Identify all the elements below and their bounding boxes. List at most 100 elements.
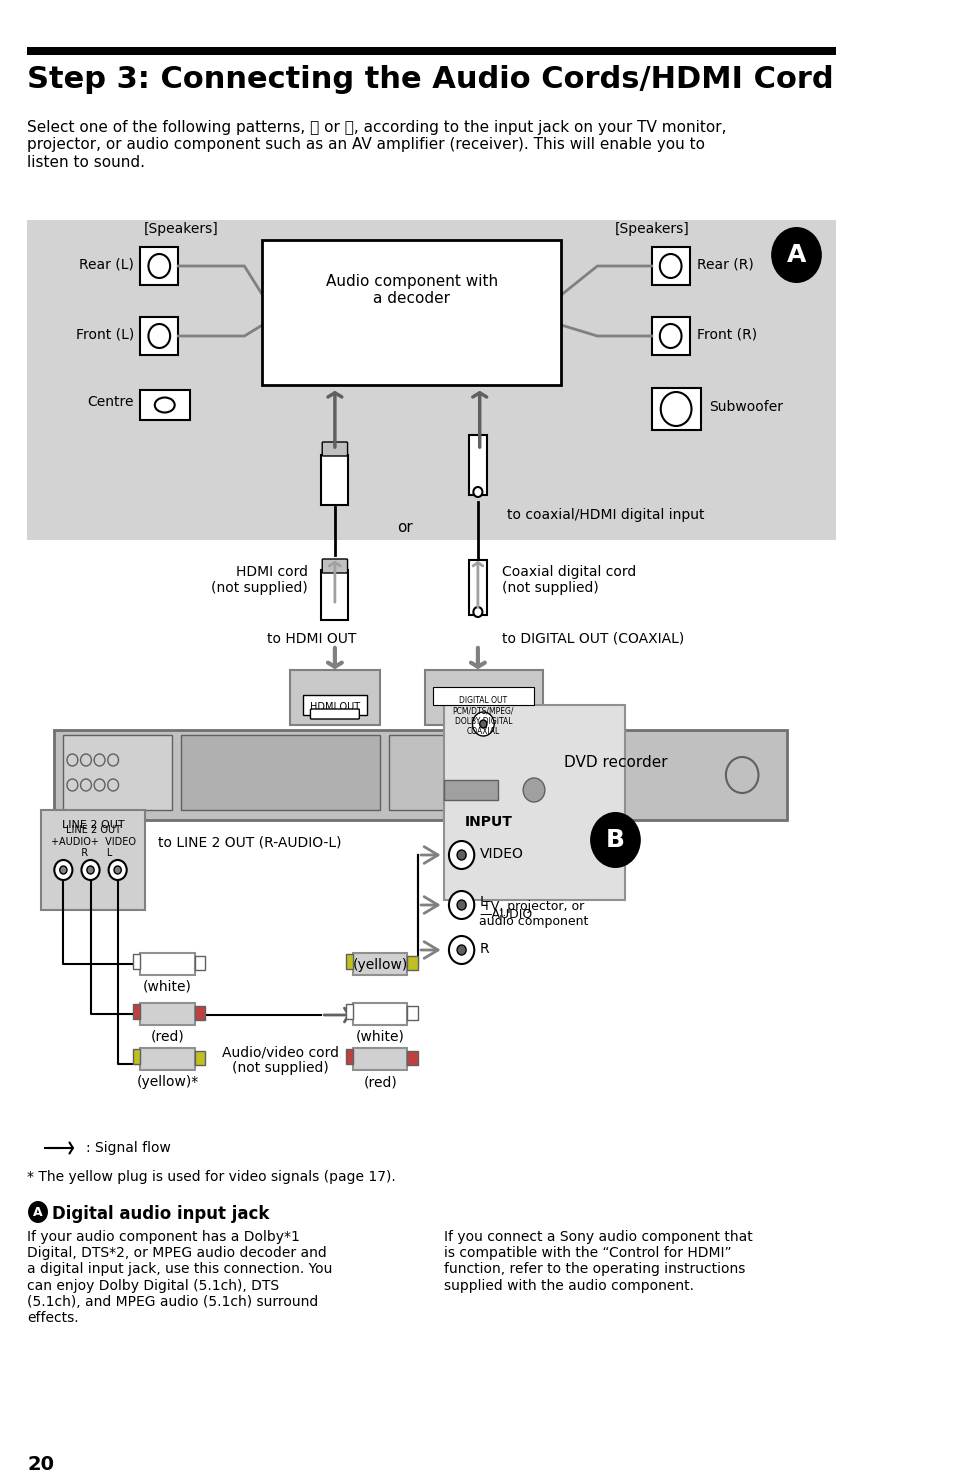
Circle shape bbox=[473, 607, 482, 617]
Bar bbox=[651, 389, 700, 430]
Bar bbox=[433, 687, 534, 704]
Circle shape bbox=[60, 866, 67, 873]
Text: [Speakers]: [Speakers] bbox=[144, 222, 218, 236]
Circle shape bbox=[449, 936, 474, 964]
Circle shape bbox=[456, 900, 466, 911]
Text: If your audio component has a Dolby*1
Digital, DTS*2, or MPEG audio decoder and
: If your audio component has a Dolby*1 Di… bbox=[27, 1229, 333, 1324]
Text: A: A bbox=[786, 243, 805, 267]
Bar bbox=[41, 810, 145, 911]
Circle shape bbox=[659, 254, 680, 277]
Bar bbox=[194, 1005, 205, 1020]
Circle shape bbox=[659, 323, 680, 349]
Text: to DIGITAL OUT (COAXIAL): to DIGITAL OUT (COAXIAL) bbox=[502, 632, 684, 647]
Circle shape bbox=[54, 860, 72, 879]
Circle shape bbox=[472, 712, 494, 736]
Text: Digital audio input jack: Digital audio input jack bbox=[52, 1206, 270, 1223]
Bar bbox=[140, 1048, 194, 1071]
Text: R: R bbox=[479, 942, 489, 957]
Text: 20: 20 bbox=[27, 1455, 54, 1474]
Text: [Speakers]: [Speakers] bbox=[614, 222, 688, 236]
Text: (yellow): (yellow) bbox=[353, 958, 407, 971]
Circle shape bbox=[725, 756, 758, 793]
Text: B: B bbox=[605, 828, 624, 853]
Text: (red): (red) bbox=[151, 1031, 184, 1044]
Circle shape bbox=[67, 753, 78, 767]
Circle shape bbox=[80, 753, 91, 767]
Circle shape bbox=[449, 891, 474, 919]
Text: Front (R): Front (R) bbox=[697, 328, 757, 343]
Text: If you connect a Sony audio component that
is compatible with the “Control for H: If you connect a Sony audio component th… bbox=[443, 1229, 752, 1293]
Text: Audio/video cord
(not supplied): Audio/video cord (not supplied) bbox=[222, 1046, 338, 1075]
Text: LINE 2 OUT
+AUDIO+  VIDEO
  R      L: LINE 2 OUT +AUDIO+ VIDEO R L bbox=[51, 825, 135, 859]
Text: DIGITAL OUT
PCM/DTS/MPEG/
DOLBY DIGITAL
COAXIAL: DIGITAL OUT PCM/DTS/MPEG/ DOLBY DIGITAL … bbox=[452, 696, 514, 736]
Text: Rear (R): Rear (R) bbox=[697, 258, 753, 271]
Circle shape bbox=[456, 945, 466, 955]
Circle shape bbox=[149, 254, 170, 277]
Bar bbox=[140, 317, 178, 354]
Text: DVD recorder: DVD recorder bbox=[563, 755, 666, 770]
Bar bbox=[468, 435, 486, 495]
Text: A: A bbox=[33, 1206, 43, 1219]
Circle shape bbox=[449, 841, 474, 869]
Bar bbox=[353, 954, 407, 974]
Circle shape bbox=[108, 779, 118, 790]
Text: Audio component with
a decoder: Audio component with a decoder bbox=[325, 274, 497, 305]
Bar bbox=[443, 704, 624, 900]
Circle shape bbox=[590, 813, 640, 868]
Bar bbox=[443, 780, 497, 799]
Bar bbox=[303, 696, 366, 715]
Text: Coaxial digital cord
(not supplied): Coaxial digital cord (not supplied) bbox=[502, 565, 636, 595]
Bar bbox=[407, 1005, 417, 1020]
Bar bbox=[345, 1004, 353, 1019]
Circle shape bbox=[149, 323, 170, 349]
Bar bbox=[353, 1003, 407, 1025]
Bar bbox=[27, 219, 836, 540]
Bar bbox=[407, 957, 417, 970]
Ellipse shape bbox=[154, 397, 174, 412]
Text: Subwoofer: Subwoofer bbox=[708, 400, 781, 414]
Bar bbox=[425, 670, 542, 725]
Bar bbox=[181, 736, 379, 810]
Bar bbox=[353, 1048, 407, 1071]
Bar bbox=[389, 736, 443, 810]
Bar bbox=[140, 1003, 194, 1025]
Bar bbox=[132, 954, 140, 968]
Bar bbox=[140, 954, 194, 974]
Bar bbox=[321, 569, 348, 620]
Circle shape bbox=[770, 227, 821, 283]
Text: (red): (red) bbox=[363, 1075, 396, 1089]
Bar bbox=[321, 455, 348, 506]
Circle shape bbox=[522, 779, 544, 802]
Text: Step 3: Connecting the Audio Cords/HDMI Cord: Step 3: Connecting the Audio Cords/HDMI … bbox=[27, 65, 833, 93]
FancyBboxPatch shape bbox=[322, 559, 347, 572]
Bar bbox=[194, 957, 205, 970]
Bar bbox=[27, 47, 836, 55]
Circle shape bbox=[108, 753, 118, 767]
Text: HDMI cord
(not supplied): HDMI cord (not supplied) bbox=[211, 565, 308, 595]
Text: (white): (white) bbox=[143, 980, 192, 994]
Text: Select one of the following patterns, Ⓐ or Ⓑ, according to the input jack on you: Select one of the following patterns, Ⓐ … bbox=[27, 120, 726, 169]
Text: to HDMI OUT: to HDMI OUT bbox=[267, 632, 356, 647]
Text: LINE 2 OUT: LINE 2 OUT bbox=[62, 820, 125, 830]
Bar bbox=[345, 954, 353, 968]
Text: to LINE 2 OUT (R-AUDIO-L): to LINE 2 OUT (R-AUDIO-L) bbox=[158, 835, 341, 848]
Circle shape bbox=[109, 860, 127, 879]
Text: (white): (white) bbox=[355, 1031, 404, 1044]
Circle shape bbox=[456, 850, 466, 860]
Bar bbox=[290, 670, 379, 725]
Bar bbox=[140, 390, 190, 420]
Circle shape bbox=[80, 779, 91, 790]
Text: or: or bbox=[397, 521, 413, 535]
Bar bbox=[407, 1051, 417, 1065]
Bar bbox=[468, 561, 486, 615]
Text: Rear (L): Rear (L) bbox=[79, 258, 133, 271]
Text: : Signal flow: : Signal flow bbox=[86, 1140, 171, 1155]
Text: to coaxial/HDMI digital input: to coaxial/HDMI digital input bbox=[506, 509, 703, 522]
FancyBboxPatch shape bbox=[322, 442, 347, 455]
Circle shape bbox=[660, 392, 691, 426]
FancyBboxPatch shape bbox=[310, 709, 359, 719]
Bar bbox=[194, 1051, 205, 1065]
Bar bbox=[132, 1048, 140, 1063]
Text: —AUDIO: —AUDIO bbox=[479, 908, 533, 921]
Bar bbox=[54, 730, 786, 820]
